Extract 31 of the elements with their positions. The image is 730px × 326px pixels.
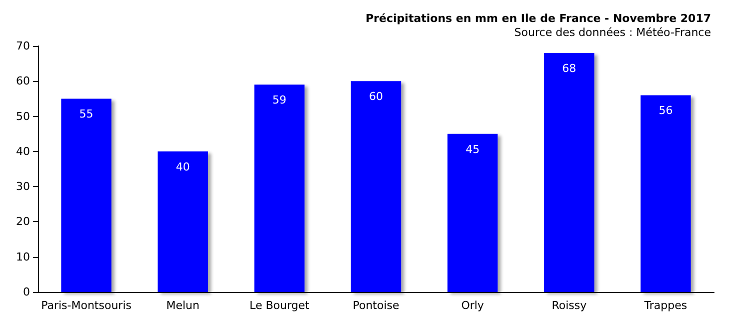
x-tick-label: Trappes xyxy=(643,299,688,312)
bar xyxy=(640,95,691,292)
y-tick-label: 60 xyxy=(16,74,30,88)
x-tick-label: Pontoise xyxy=(352,299,400,312)
chart-subtitle: Source des données : Météo-France xyxy=(514,26,712,39)
y-tick-label: 40 xyxy=(16,144,30,158)
x-tick-label: Paris-Montsouris xyxy=(41,299,132,312)
data-label: 68 xyxy=(562,62,576,76)
x-tick-label: Roissy xyxy=(552,299,588,312)
bar xyxy=(350,81,402,292)
x-tick-label: Orly xyxy=(461,299,484,312)
data-label: 45 xyxy=(466,142,480,156)
y-tick-label: 0 xyxy=(23,286,30,298)
y-tick-label: 30 xyxy=(16,180,30,194)
x-tick-label: Le Bourget xyxy=(250,299,310,312)
y-tick-label: 70 xyxy=(16,40,30,52)
data-label: 56 xyxy=(658,104,673,118)
y-tick-label: 20 xyxy=(16,215,30,228)
data-label: 55 xyxy=(79,108,94,121)
data-label: 59 xyxy=(272,94,286,107)
y-tick-label: 50 xyxy=(16,110,30,123)
bar xyxy=(254,84,305,292)
bar xyxy=(544,53,594,292)
chart-title: Précipitations en mm en Ile de France - Novembre 2017 xyxy=(366,12,712,25)
data-label: 40 xyxy=(176,160,190,174)
y-tick-label: 10 xyxy=(16,250,30,264)
bar xyxy=(447,134,498,292)
x-tick-label: Melun xyxy=(166,299,200,312)
bar xyxy=(61,98,112,292)
data-label: 60 xyxy=(369,90,383,104)
bar xyxy=(158,151,208,292)
